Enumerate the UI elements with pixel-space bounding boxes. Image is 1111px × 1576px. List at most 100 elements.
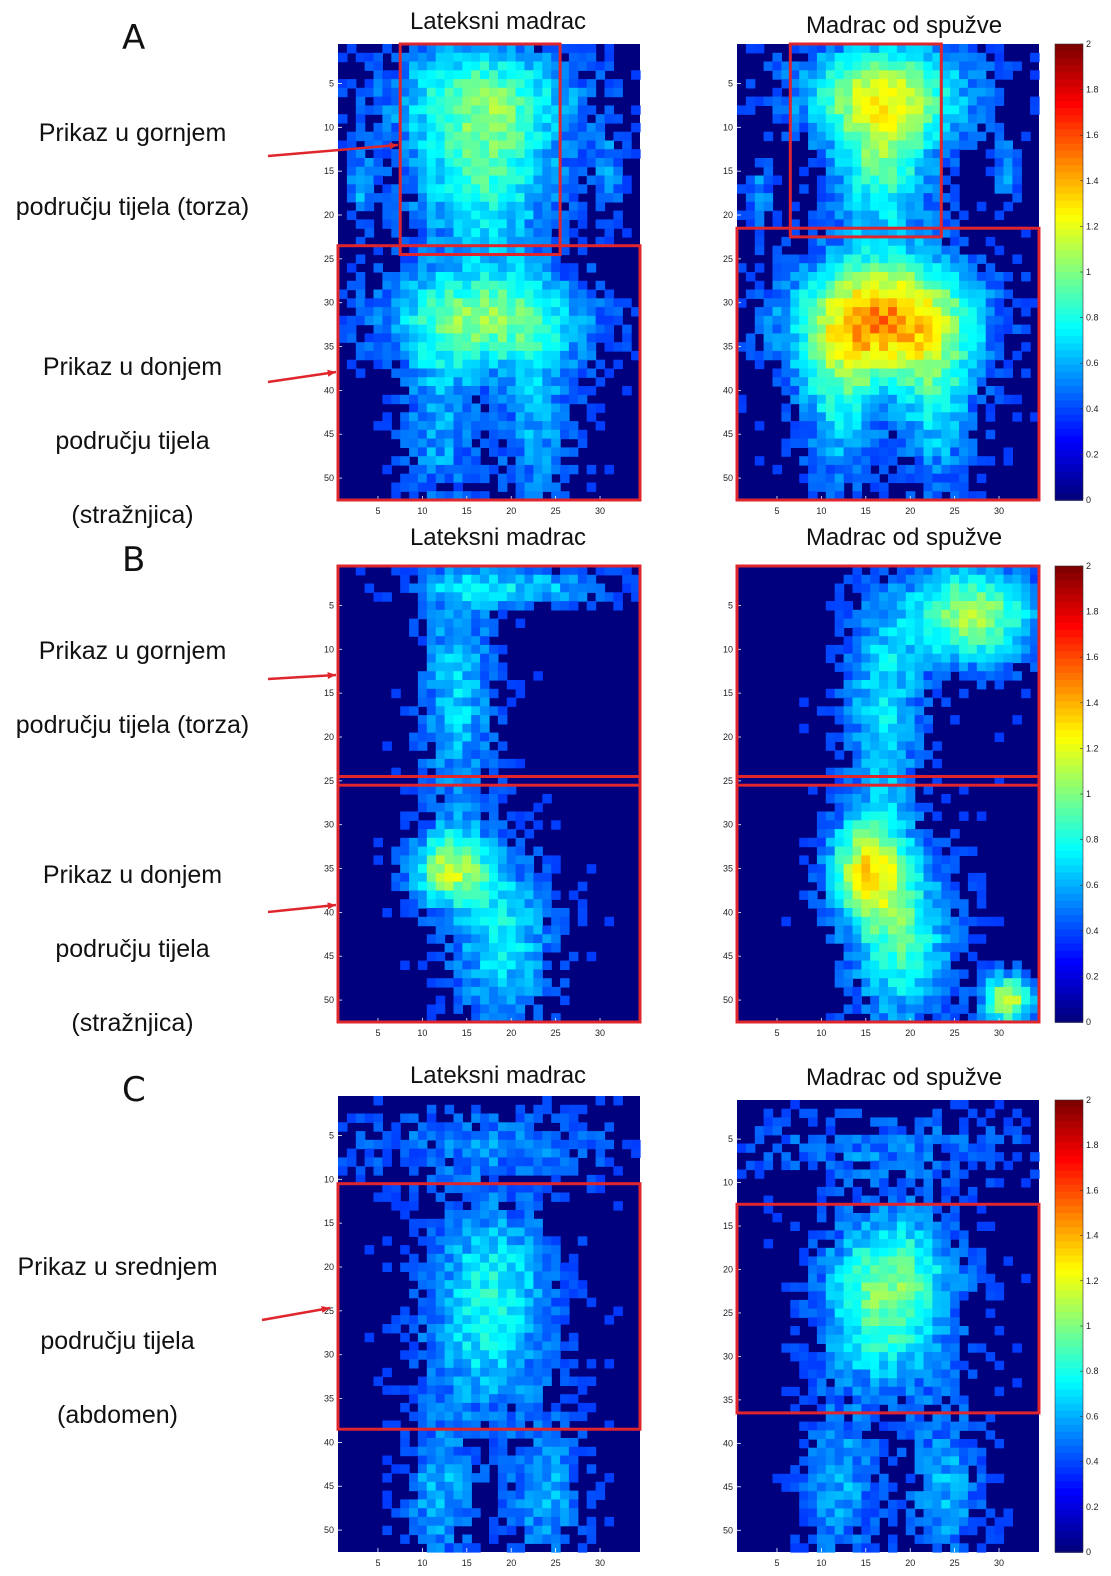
heatmap-cell [967,394,978,405]
heatmap-cell [506,44,517,54]
heatmap-cell [976,644,987,655]
heatmap-cell [967,574,978,585]
heatmap-cell [905,61,916,71]
heatmap-cell [524,986,534,997]
heatmap-cell [950,184,960,194]
heatmap-cell [613,114,623,124]
heatmap-cell [604,566,614,576]
heatmap-cell [967,986,978,997]
heatmap-cell [896,61,907,71]
heatmap-cell [506,1332,517,1343]
heatmap-cell [843,368,854,378]
heatmap-cell [914,1013,925,1023]
heatmap-cell [471,855,481,865]
heatmap-cell [391,307,401,317]
heatmap-cell [772,298,782,308]
heatmap-cell [1003,149,1013,159]
heatmap-cell [391,158,401,168]
colorbar-tick-label: 2 [1086,39,1091,49]
heatmap-cell [533,1192,543,1202]
heatmap-cell [551,574,561,585]
heatmap-cell [896,566,907,576]
heatmap-cell [852,969,862,979]
heatmap-cell [471,1315,481,1325]
heatmap-cell [923,908,933,918]
heatmap-cell [870,482,880,492]
heatmap-cell [444,1306,455,1316]
heatmap-cell [870,618,880,628]
heatmap-cell [967,653,978,664]
heatmap-cell [994,44,1005,54]
heatmap-cell [879,158,889,168]
heatmap-cell [905,741,916,751]
heatmap-cell [364,201,375,212]
heatmap-cell [595,1096,606,1106]
heatmap-cell [914,680,925,690]
heatmap-cell [560,298,570,308]
heatmap-cell [471,627,481,637]
heatmap-cell [985,350,996,361]
heatmap-cell [985,324,996,334]
heatmap-cell [852,272,862,282]
heatmap-cell [923,846,933,856]
heatmap-cell [409,280,419,291]
heatmap-cell [551,1341,561,1351]
heatmap-cell [497,140,508,150]
heatmap-cell [533,671,543,681]
heatmap-cell [932,280,942,291]
heatmap-cell [364,583,375,593]
heatmap-cell [870,307,880,317]
heatmap-cell [560,916,570,927]
heatmap-cell [879,368,889,378]
heatmap-cell [745,96,756,106]
heatmap-cell [950,131,960,142]
heatmap-cell [737,298,747,308]
heatmap-cell [435,618,446,628]
heatmap-cell [825,829,836,839]
heatmap-cell [870,324,880,334]
heatmap-cell [604,1157,614,1167]
heatmap-cell [825,114,836,124]
heatmap-cell [923,644,933,655]
heatmap-cell [515,175,526,185]
heatmap-cell [382,122,392,133]
heatmap-cell [480,750,490,760]
heatmap-cell [560,149,570,159]
heatmap-cell [816,359,827,370]
heatmap-cell [462,986,472,997]
heatmap-cell [834,662,845,672]
heatmap-cell [932,688,942,699]
heatmap-cell [932,298,942,308]
heatmap-cell [843,644,854,655]
heatmap-cell [808,864,818,874]
heatmap-cell [923,79,933,89]
heatmap-cell [905,412,916,422]
heatmap-cell [843,1004,854,1014]
heatmap-cell [834,307,845,317]
heatmap-cell [604,52,614,63]
heatmap-cell [1012,61,1022,71]
heatmap-cell [533,87,543,98]
heatmap-cell [515,254,526,264]
heatmap-cell [515,960,526,970]
heatmap-cell [524,1288,534,1299]
heatmap-cell [435,228,446,238]
heatmap-cell [533,1183,543,1194]
heatmap-cell [515,359,526,370]
heatmap-cell [905,574,916,585]
heatmap-cell [551,87,561,98]
heatmap-cell [870,87,880,98]
heatmap-cell [941,158,951,168]
heatmap-cell [462,1245,472,1255]
heatmap-cell [834,881,845,892]
heatmap-cell [533,464,543,475]
colorbar-band [1055,630,1083,638]
heatmap-cell [799,315,809,326]
heatmap-cell [471,263,481,273]
heatmap-cell [914,87,925,98]
heatmap-cell [914,350,925,361]
heatmap-cell [542,855,552,865]
heatmap-cell [852,1004,862,1014]
heatmap-cell [346,1113,357,1123]
heatmap-cell [400,574,410,585]
